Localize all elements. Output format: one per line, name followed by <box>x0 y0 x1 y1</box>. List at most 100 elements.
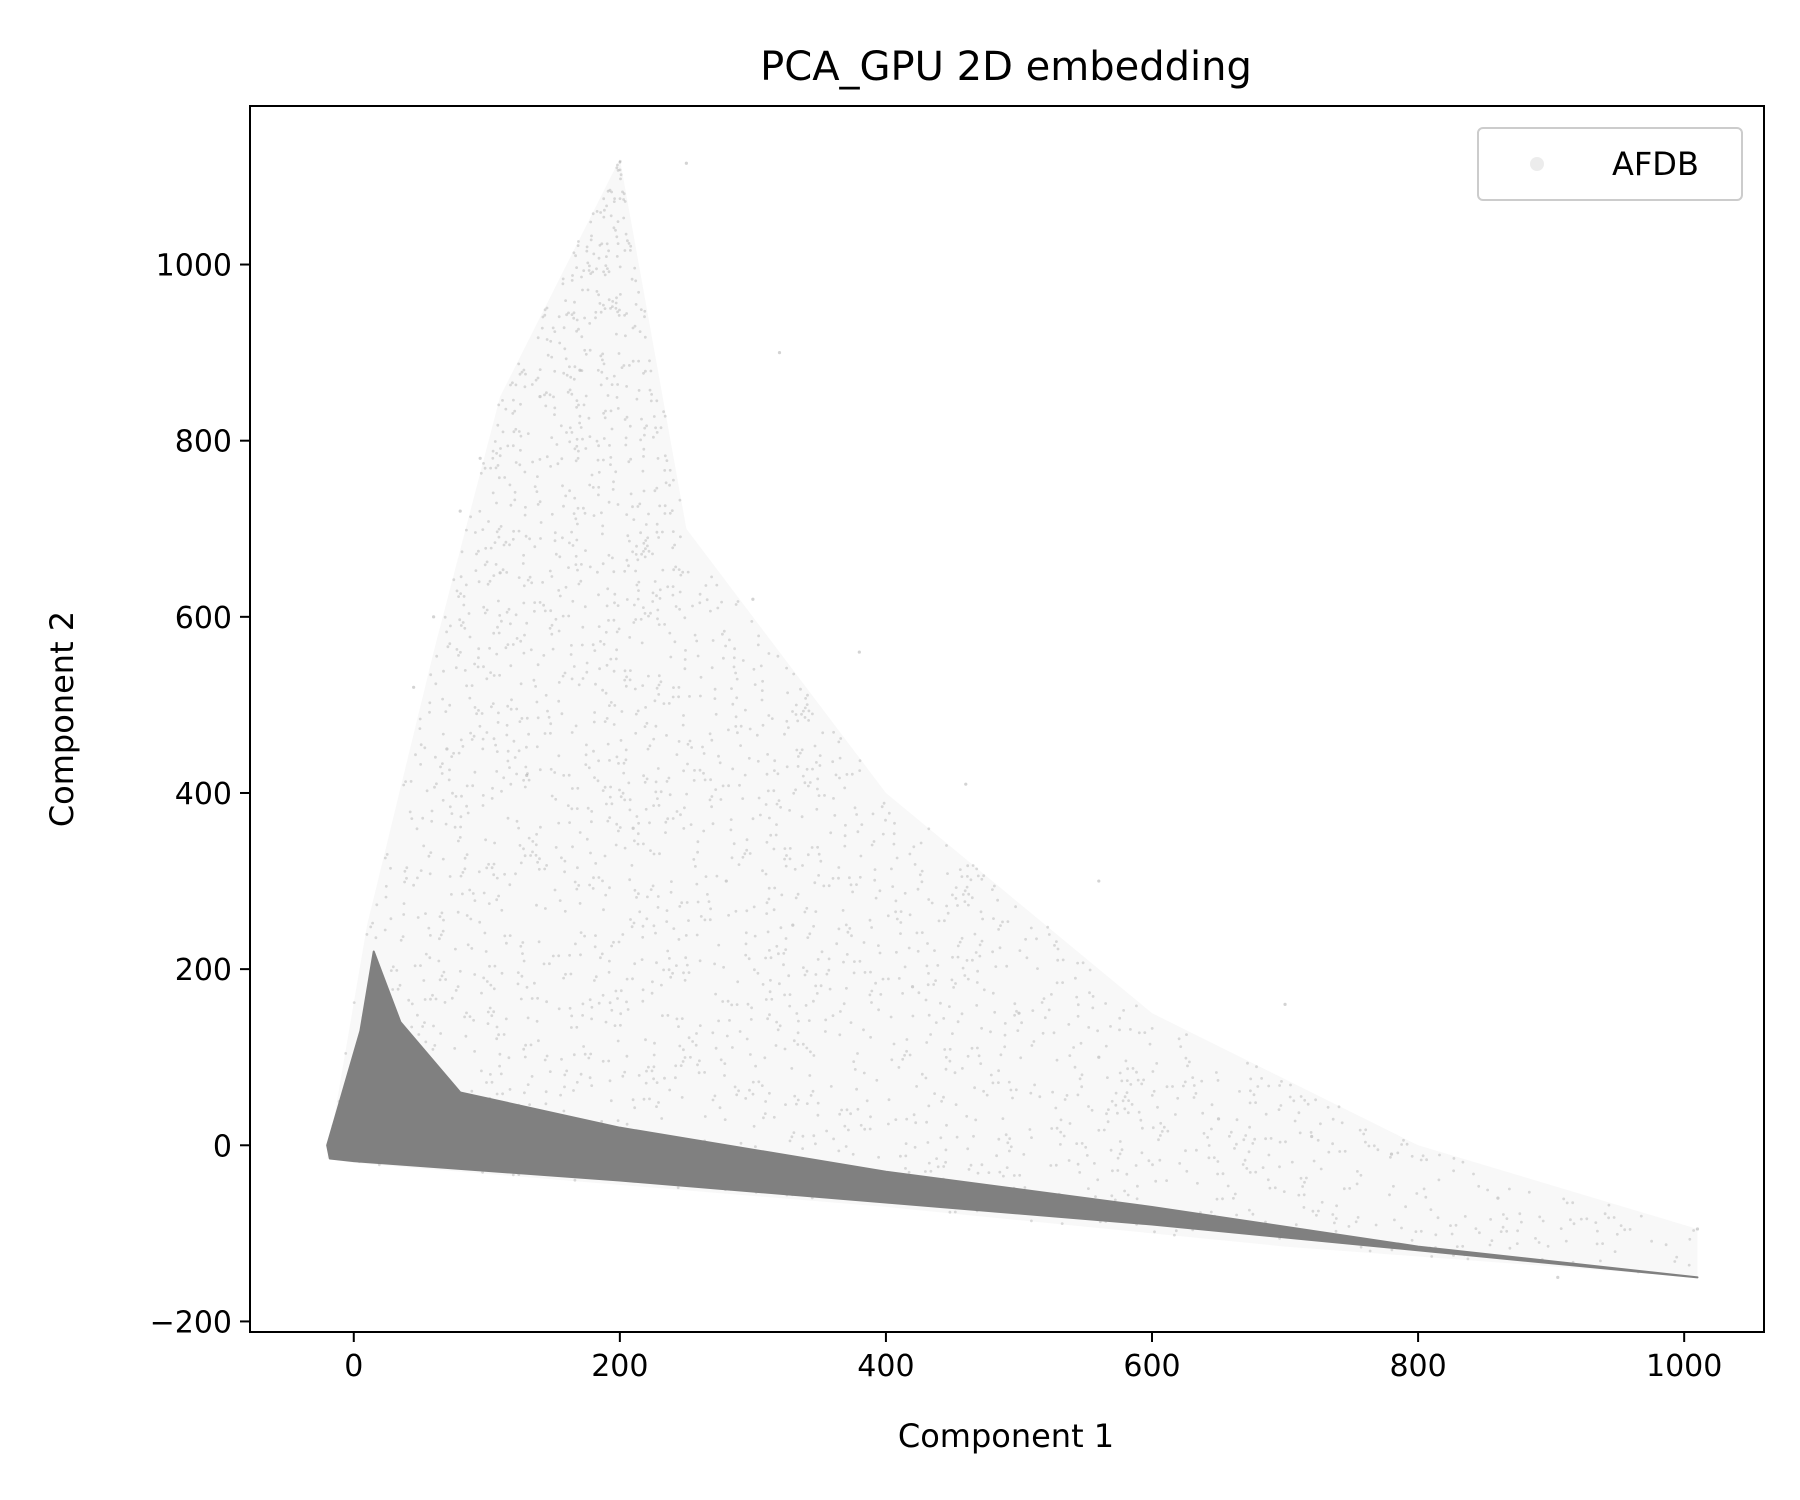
scatter-point <box>1114 1103 1118 1107</box>
scatter-point <box>756 971 760 975</box>
scatter-point <box>576 866 579 870</box>
scatter-point <box>646 536 650 540</box>
scatter-point <box>816 787 819 791</box>
scatter-point <box>519 861 523 865</box>
scatter-point <box>489 466 492 470</box>
scatter-point <box>829 1085 833 1088</box>
scatter-point <box>958 868 962 871</box>
scatter-point <box>562 326 566 330</box>
scatter-point <box>416 876 419 880</box>
scatter-point <box>487 862 490 866</box>
scatter-point <box>766 753 769 756</box>
scatter-point <box>575 437 579 441</box>
scatter-point <box>573 447 577 451</box>
scatter-point <box>743 773 747 777</box>
scatter-point <box>584 394 588 398</box>
scatter-point <box>572 316 576 320</box>
scatter-point <box>652 415 656 418</box>
scatter-point <box>1042 997 1046 1000</box>
scatter-point <box>1251 1142 1255 1145</box>
scatter-point <box>424 1040 428 1044</box>
scatter-point <box>654 426 657 430</box>
scatter-point <box>625 675 628 679</box>
scatter-point <box>505 723 509 727</box>
scatter-point <box>577 449 580 453</box>
scatter-point <box>374 936 378 940</box>
scatter-point <box>477 656 480 660</box>
scatter-point <box>465 684 468 688</box>
scatter-point <box>615 296 618 300</box>
scatter-point <box>783 732 786 736</box>
scatter-point <box>832 1137 835 1141</box>
scatter-point <box>446 645 450 649</box>
scatter-point <box>951 893 954 897</box>
scatter-point <box>842 960 845 964</box>
scatter-point <box>531 850 534 854</box>
scatter-point <box>574 554 578 558</box>
scatter-point <box>775 944 779 948</box>
scatter-point <box>590 1005 594 1009</box>
scatter-point <box>675 753 679 756</box>
scatter-point <box>608 886 611 890</box>
scatter-point <box>625 598 629 601</box>
scatter-point <box>735 1003 739 1006</box>
scatter-point <box>619 177 622 181</box>
scatter-point <box>1097 1128 1101 1132</box>
scatter-point <box>618 197 622 201</box>
scatter-point <box>868 1127 872 1131</box>
scatter-point <box>943 919 946 923</box>
scatter-point <box>1001 920 1004 924</box>
scatter-point <box>434 997 438 1001</box>
scatter-point <box>448 805 452 809</box>
scatter-point <box>737 1089 740 1093</box>
scatter-point <box>496 721 500 724</box>
scatter-point <box>427 926 431 930</box>
scatter-point <box>620 710 624 713</box>
scatter-point <box>1003 1033 1007 1037</box>
scatter-point <box>664 831 667 834</box>
scatter-point <box>637 359 640 363</box>
scatter-point <box>887 811 891 815</box>
scatter-point <box>1249 1089 1252 1093</box>
scatter-point <box>504 1017 508 1021</box>
scatter-point <box>903 1053 906 1057</box>
scatter-point <box>816 958 820 961</box>
scatter-point <box>1162 1125 1166 1129</box>
scatter-point <box>492 674 496 677</box>
scatter-point <box>798 751 802 755</box>
scatter-point <box>520 974 524 978</box>
scatter-point <box>832 797 835 800</box>
scatter-point <box>777 351 782 355</box>
scatter-point <box>629 918 632 921</box>
scatter-point <box>588 435 592 438</box>
scatter-point <box>1078 1077 1082 1081</box>
scatter-point <box>698 592 702 596</box>
scatter-point <box>526 578 530 582</box>
scatter-point <box>607 270 611 274</box>
scatter-point <box>792 672 796 676</box>
scatter-point <box>837 927 841 931</box>
scatter-point <box>495 652 499 656</box>
scatter-point <box>457 751 461 755</box>
scatter-point <box>704 584 708 587</box>
scatter-point <box>629 244 633 248</box>
scatter-point <box>574 563 578 566</box>
scatter-point <box>732 665 736 669</box>
scatter-point <box>739 1141 743 1145</box>
scatter-point <box>484 950 488 953</box>
scatter-point <box>496 464 500 467</box>
scatter-point <box>473 1050 476 1053</box>
scatter-point <box>982 988 986 992</box>
scatter-point <box>703 918 707 922</box>
scatter-point <box>1372 1144 1376 1148</box>
scatter-point <box>595 290 599 293</box>
scatter-point <box>515 819 519 823</box>
scatter-point <box>919 841 923 845</box>
scatter-point <box>660 1117 664 1120</box>
scatter-point <box>733 1085 737 1089</box>
scatter-point <box>439 765 442 769</box>
scatter-point <box>768 949 771 952</box>
scatter-point <box>490 705 493 709</box>
scatter-point <box>878 951 882 955</box>
scatter-point <box>965 1114 969 1118</box>
